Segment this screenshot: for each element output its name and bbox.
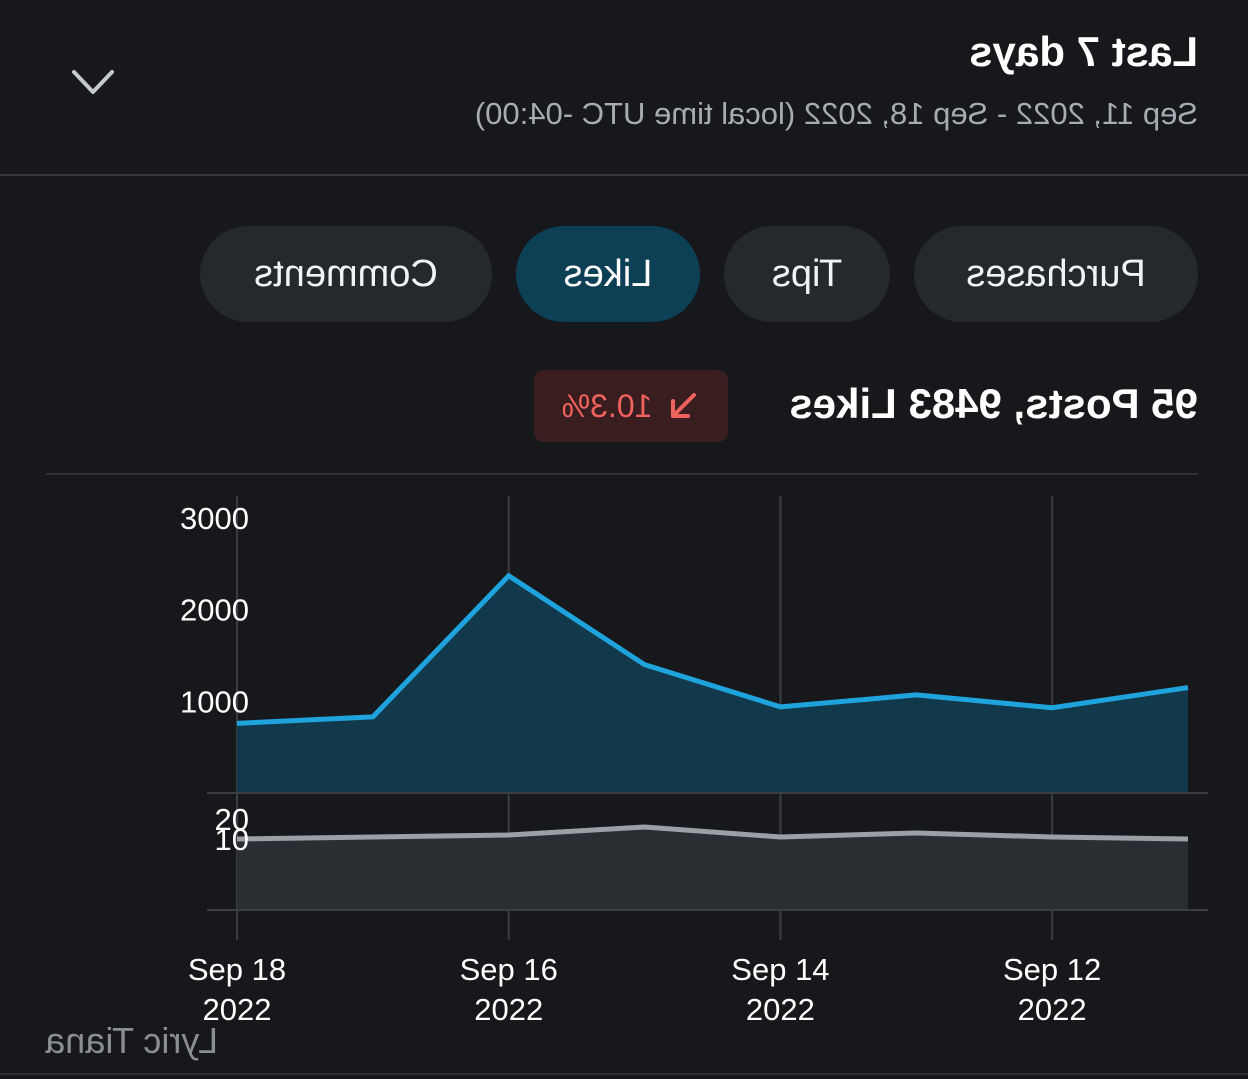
chevron-down-icon[interactable]	[68, 62, 118, 102]
tab-label: Likes	[563, 252, 653, 295]
likes-y-tick-label: 3000	[180, 501, 249, 536]
x-tick-label: Sep 12	[1003, 952, 1101, 987]
posts-area	[237, 827, 1188, 910]
date-range: Sep 11, 2022 - Sep 18, 2022 (local time …	[474, 96, 1198, 131]
tab-purchases[interactable]: Purchases	[914, 226, 1198, 322]
change-badge: 10.3%	[534, 370, 728, 442]
x-tick-label-year: 2022	[474, 992, 543, 1027]
page-title: Last 7 days	[969, 28, 1198, 75]
tab-likes[interactable]: Likes	[516, 226, 700, 322]
posts-y-tick-label: 20	[215, 802, 249, 837]
x-tick-label: Sep 18	[188, 952, 286, 987]
likes-y-tick-label: 1000	[180, 684, 249, 719]
tab-label: Comments	[254, 252, 438, 295]
x-tick-label: Sep 16	[460, 952, 558, 987]
posts-y-tick-label: 10	[215, 822, 249, 857]
x-tick-label: Sep 14	[731, 952, 829, 987]
summary-text: 95 Posts, 9483 Likes	[789, 380, 1198, 427]
likes-y-tick-label: 2000	[180, 593, 249, 628]
x-tick-label-year: 2022	[1018, 992, 1087, 1027]
watermark: Lyric Tiana	[45, 1020, 218, 1061]
change-value: 10.3%	[561, 387, 653, 424]
tab-label: Tips	[771, 252, 843, 295]
x-tick-label-year: 2022	[203, 992, 272, 1027]
x-tick-label-year: 2022	[746, 992, 815, 1027]
likes-line	[236, 573, 1189, 726]
tab-tips[interactable]: Tips	[724, 226, 890, 322]
arrow-down-right-icon	[671, 393, 697, 418]
section-divider	[46, 473, 1198, 475]
bottom-divider	[0, 1073, 1248, 1075]
tab-comments[interactable]: Comments	[200, 226, 492, 322]
tab-label: Purchases	[966, 252, 1146, 295]
likes-area	[237, 575, 1188, 793]
posts-line	[236, 824, 1189, 842]
header-divider	[0, 174, 1248, 176]
